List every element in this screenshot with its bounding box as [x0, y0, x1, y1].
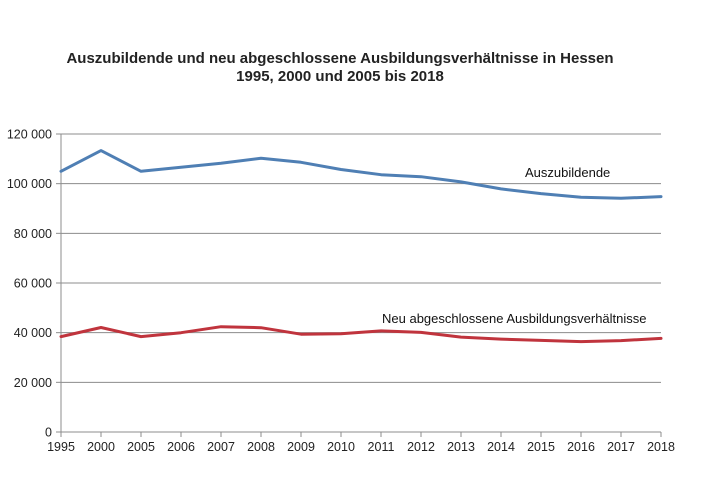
series-label-layer: Auszubildende Neu abgeschlossene Ausbildu… — [382, 165, 647, 326]
x-tick-label: 2005 — [127, 440, 155, 454]
series-layer — [59, 149, 663, 344]
x-tick-label: 2016 — [567, 440, 595, 454]
x-tick-label: 2013 — [447, 440, 475, 454]
series-label-1: Neu abgeschlossene Ausbildungsverhältnis… — [382, 311, 647, 326]
x-tick-label: 2010 — [327, 440, 355, 454]
y-tick-label: 100 000 — [7, 177, 52, 191]
y-tick-label: 80 000 — [14, 227, 52, 241]
y-tick-label: 120 000 — [7, 128, 52, 142]
y-tick-label: 0 — [45, 426, 52, 440]
x-tick-label: 2008 — [247, 440, 275, 454]
x-tick-label: 2014 — [487, 440, 515, 454]
x-tick-label: 2017 — [607, 440, 635, 454]
x-tick-label: 2007 — [207, 440, 235, 454]
chart-title: Auszubildende und neu abgeschlossene Aus… — [0, 50, 680, 86]
series-line-1 — [59, 325, 663, 344]
y-tick-label: 60 000 — [14, 277, 52, 291]
y-tick-label: 40 000 — [14, 326, 52, 340]
series-label-0: Auszubildende — [525, 165, 610, 180]
x-tick-label: 2018 — [647, 440, 675, 454]
y-tick-label: 20 000 — [14, 376, 52, 390]
grid-layer — [61, 133, 661, 383]
x-tick-label: 2012 — [407, 440, 435, 454]
x-tick-label: 2015 — [527, 440, 555, 454]
x-tick-label: 2009 — [287, 440, 315, 454]
x-tick-label: 2000 — [87, 440, 115, 454]
x-tick-label: 2006 — [167, 440, 195, 454]
chart-title-line-1: Auszubildende und neu abgeschlossene Aus… — [66, 50, 614, 67]
series-line-0 — [59, 149, 663, 200]
x-tick-label: 1995 — [47, 440, 75, 454]
x-tick-label: 2011 — [368, 440, 395, 454]
chart-title-line-2: 1995, 2000 und 2005 bis 2018 — [236, 68, 444, 85]
axis-layer: 0 20 000 40 000 60 000 80 000 100 000 120 000 1… — [7, 128, 675, 455]
